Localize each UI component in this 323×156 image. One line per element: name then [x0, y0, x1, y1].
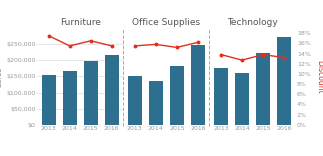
Bar: [84, 61, 98, 125]
Y-axis label: Sales: Sales: [0, 66, 4, 87]
Bar: [63, 71, 77, 125]
Bar: [149, 81, 163, 125]
Bar: [256, 53, 270, 125]
Bar: [128, 76, 142, 125]
Bar: [105, 56, 119, 125]
Bar: [170, 66, 184, 125]
Y-axis label: Discount: Discount: [315, 60, 323, 93]
Bar: [214, 68, 228, 125]
Bar: [277, 37, 291, 125]
Title: Furniture: Furniture: [60, 18, 101, 27]
Title: Technology: Technology: [227, 18, 278, 27]
Bar: [191, 45, 205, 125]
Bar: [235, 73, 249, 125]
Bar: [42, 75, 56, 125]
Title: Office Supplies: Office Supplies: [132, 18, 200, 27]
